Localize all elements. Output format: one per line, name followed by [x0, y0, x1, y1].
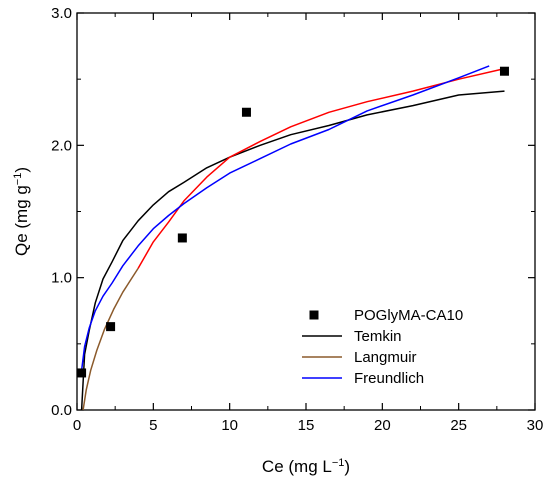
data-point	[241, 107, 251, 117]
x-tick-label: 15	[298, 417, 315, 434]
plot-frame	[76, 12, 536, 411]
x-tick-label: 0	[73, 417, 81, 434]
y-tick-label: 3.0	[51, 5, 72, 22]
legend-label: Freundlich	[354, 370, 424, 387]
x-tick-label: 10	[221, 417, 238, 434]
x-axis-label-superscript: −1	[332, 457, 345, 469]
data-point	[77, 368, 87, 378]
y-axis-label: Qe (mg g−1)	[12, 167, 31, 256]
x-axis-label: Ce (mg L−1)	[262, 457, 350, 476]
curve-layer	[80, 65, 505, 411]
freundlich-curve	[80, 65, 490, 371]
data-point	[499, 66, 509, 76]
y-tick-label: 0.0	[51, 402, 72, 419]
x-tick-label: 5	[149, 417, 157, 434]
legend: POGlyMA-CA10 Temkin Langmuir Freundlich	[302, 307, 463, 387]
x-tick-label: 25	[450, 417, 467, 434]
y-axis-label-tail: )	[12, 167, 31, 173]
legend-marker	[309, 310, 319, 320]
x-tick-label: 20	[374, 417, 391, 434]
fit-curve	[137, 67, 505, 269]
temkin-curve	[80, 90, 505, 411]
data-point	[177, 233, 187, 243]
x-axis-label-main: Ce (mg L	[262, 457, 332, 476]
y-axis-label-main: Qe (mg g	[12, 185, 31, 256]
x-axis-label-tail: )	[344, 457, 350, 476]
axes: 0 5 10 15 20 25 30 0.0 1.0 2.0 3.0	[51, 5, 543, 434]
langmuir-curve	[82, 267, 139, 411]
y-tick-label: 2.0	[51, 137, 72, 154]
point-layer	[77, 66, 509, 378]
x-tick-label: 30	[527, 417, 544, 434]
legend-label: Temkin	[354, 328, 402, 345]
y-axis-label-superscript: −1	[12, 173, 24, 186]
data-point	[106, 322, 116, 332]
legend-label: Langmuir	[354, 349, 417, 366]
y-tick-label: 1.0	[51, 270, 72, 287]
legend-label: POGlyMA-CA10	[354, 307, 463, 324]
